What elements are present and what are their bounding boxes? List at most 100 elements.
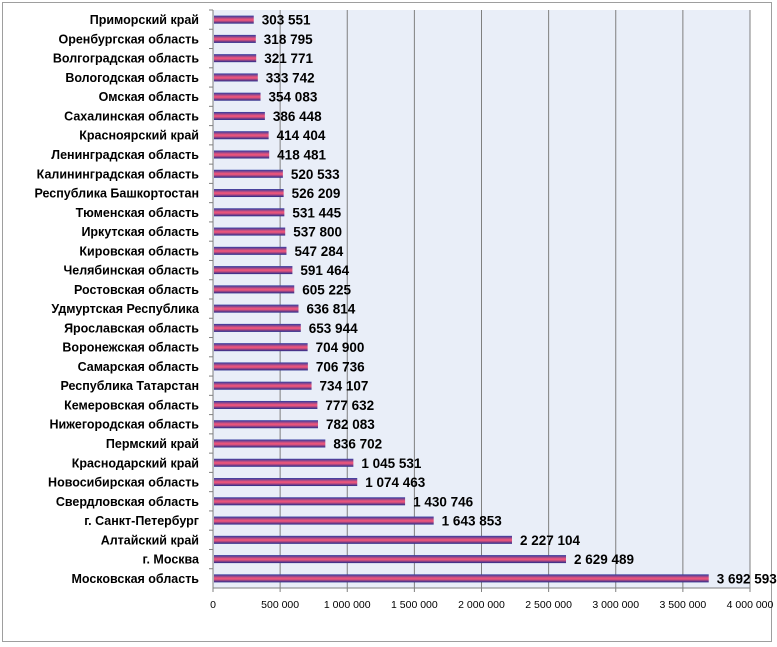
data-label: 303 551 <box>262 13 311 28</box>
data-label: 1 045 531 <box>361 456 422 471</box>
data-label: 537 800 <box>293 225 342 240</box>
bar <box>214 535 512 544</box>
data-label: 591 464 <box>300 263 349 278</box>
x-tick-label: 500 000 <box>261 599 299 611</box>
bar <box>214 323 301 332</box>
category-label: Калининградская область <box>37 167 200 181</box>
category-label: г. Санкт-Петербург <box>84 514 199 528</box>
bar <box>214 111 265 120</box>
category-label: Кировская область <box>79 244 199 258</box>
category-label: Свердловская область <box>56 495 199 509</box>
category-label: Московская область <box>71 572 199 586</box>
x-tick-label: 1 500 000 <box>391 599 438 611</box>
bar <box>214 516 434 525</box>
bar <box>214 266 293 275</box>
data-label: 1 074 463 <box>365 475 426 490</box>
data-label: 318 795 <box>264 32 313 47</box>
bar <box>214 227 286 236</box>
category-label: Ярославская область <box>64 321 199 335</box>
bar <box>214 497 406 506</box>
category-label: Кемеровская область <box>64 398 199 412</box>
data-label: 706 736 <box>316 359 365 374</box>
x-tick-label: 0 <box>210 599 216 611</box>
data-label: 414 404 <box>277 128 326 143</box>
data-label: 531 445 <box>292 205 341 220</box>
category-label: Новосибирская область <box>48 476 199 490</box>
bar <box>214 381 312 390</box>
bar <box>214 131 269 140</box>
category-label: Ленинградская область <box>51 148 199 162</box>
category-label: Челябинская область <box>63 264 199 278</box>
x-tick-label: 3 500 000 <box>660 599 707 611</box>
bar <box>214 34 256 43</box>
bar <box>214 478 358 487</box>
category-label: Пермский край <box>106 437 199 451</box>
category-label: Вологодская область <box>65 71 199 85</box>
bar <box>214 574 709 583</box>
data-label: 333 742 <box>266 70 315 85</box>
category-label: Приморский край <box>90 13 199 27</box>
data-label: 605 225 <box>302 282 351 297</box>
category-label: Тюменская область <box>76 206 200 220</box>
data-label: 2 629 489 <box>574 552 634 567</box>
category-label: Республика Башкортостан <box>34 187 199 201</box>
x-tick-label: 2 000 000 <box>458 599 505 611</box>
category-label: Самарская область <box>78 360 200 374</box>
category-label: Нижегородская область <box>49 418 199 432</box>
data-label: 836 702 <box>333 437 382 452</box>
data-label: 2 227 104 <box>520 533 581 548</box>
bar <box>214 150 270 159</box>
bar <box>214 15 254 24</box>
data-label: 653 944 <box>309 321 358 336</box>
data-label: 734 107 <box>320 379 369 394</box>
category-label: Волгоградская область <box>53 52 199 66</box>
data-label: 386 448 <box>273 109 322 124</box>
category-label: Краснодарский край <box>72 456 199 470</box>
data-label: 547 284 <box>294 244 343 259</box>
bar <box>214 92 261 101</box>
bar <box>214 189 284 198</box>
category-label: Омская область <box>99 90 200 104</box>
category-label: Воронежская область <box>62 341 199 355</box>
bar <box>214 54 257 63</box>
x-tick-label: 4 000 000 <box>727 599 774 611</box>
category-label: Удмуртская Республика <box>51 302 200 316</box>
bar <box>214 304 299 313</box>
data-label: 321 771 <box>264 51 313 66</box>
x-tick-label: 2 500 000 <box>525 599 572 611</box>
bar <box>214 73 258 82</box>
category-label: Оренбургская область <box>58 32 199 46</box>
data-label: 1 430 746 <box>413 494 474 509</box>
data-label: 777 632 <box>325 398 374 413</box>
data-label: 1 643 853 <box>442 514 503 529</box>
data-label: 782 083 <box>326 417 375 432</box>
bar <box>214 555 567 564</box>
bar <box>214 285 295 294</box>
category-label: Алтайский край <box>101 533 199 547</box>
bar <box>214 169 283 178</box>
category-label: Ростовская область <box>74 283 199 297</box>
bar <box>214 362 308 371</box>
category-label: Сахалинская область <box>64 109 199 123</box>
data-label: 3 692 593 <box>717 571 777 586</box>
bar <box>214 208 285 217</box>
x-tick-label: 1 000 000 <box>324 599 371 611</box>
x-tick-label: 3 000 000 <box>592 599 639 611</box>
data-label: 354 083 <box>269 90 318 105</box>
category-label: г. Москва <box>143 553 201 567</box>
category-label: Республика Татарстан <box>60 379 199 393</box>
data-label: 520 533 <box>291 167 340 182</box>
data-label: 704 900 <box>316 340 365 355</box>
data-label: 526 209 <box>292 186 341 201</box>
bar <box>214 246 287 255</box>
bar <box>214 458 354 467</box>
data-label: 418 481 <box>277 148 326 163</box>
bar <box>214 400 318 409</box>
bar <box>214 439 326 448</box>
category-label: Иркутская область <box>81 225 199 239</box>
bar <box>214 420 318 429</box>
data-label: 636 814 <box>306 302 355 317</box>
bar <box>214 343 308 352</box>
category-label: Красноярский край <box>79 129 199 143</box>
